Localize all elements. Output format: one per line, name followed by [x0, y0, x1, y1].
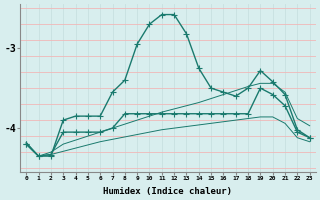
X-axis label: Humidex (Indice chaleur): Humidex (Indice chaleur) — [103, 187, 232, 196]
